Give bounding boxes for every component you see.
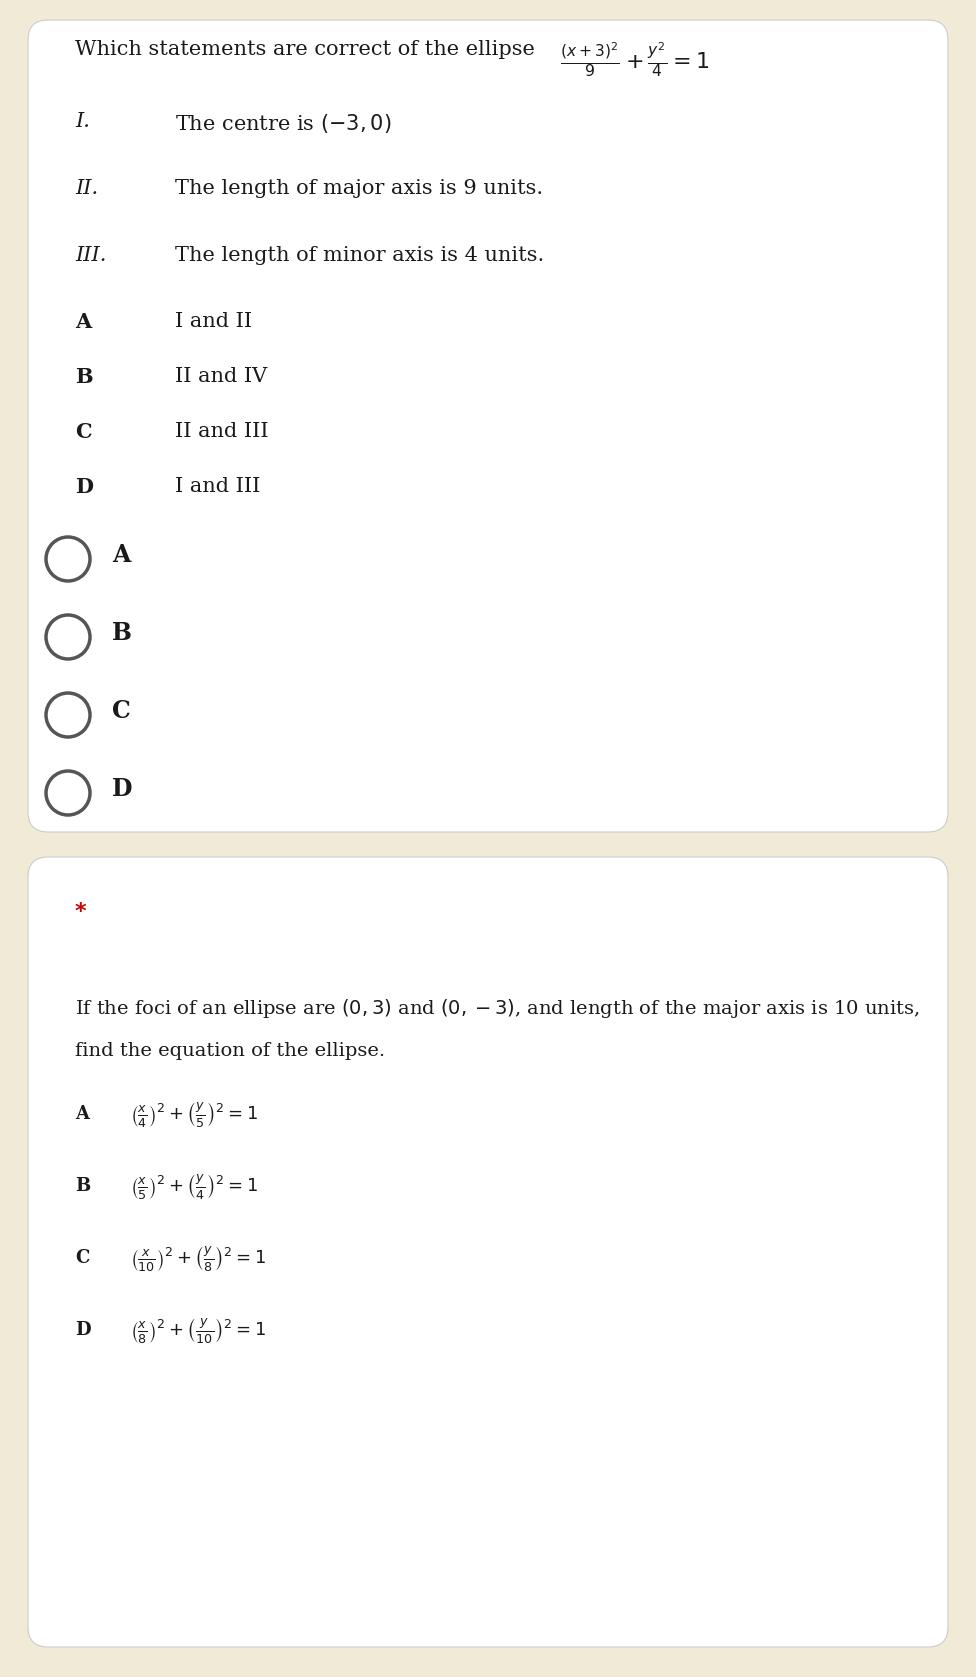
Text: The length of major axis is 9 units.: The length of major axis is 9 units.	[175, 179, 543, 198]
Text: Which statements are correct of the ellipse: Which statements are correct of the elli…	[75, 40, 535, 59]
Text: A: A	[75, 1105, 89, 1124]
Text: I and II: I and II	[175, 312, 252, 330]
Text: D: D	[112, 776, 133, 802]
Text: D: D	[75, 476, 93, 496]
FancyBboxPatch shape	[28, 20, 948, 832]
Text: II and IV: II and IV	[175, 367, 267, 386]
Text: $\left(\frac{x}{4}\right)^2+\left(\frac{y}{5}\right)^2=1$: $\left(\frac{x}{4}\right)^2+\left(\frac{…	[130, 1102, 258, 1130]
Text: A: A	[112, 543, 131, 567]
Text: II.: II.	[75, 179, 99, 198]
Text: I and III: I and III	[175, 476, 261, 496]
FancyBboxPatch shape	[28, 857, 948, 1647]
Text: The centre is $(-3,0)$: The centre is $(-3,0)$	[175, 112, 391, 136]
Text: If the foci of an ellipse are $(0,3)$ and $(0,-3)$, and length of the major axis: If the foci of an ellipse are $(0,3)$ an…	[75, 998, 919, 1020]
Text: C: C	[112, 699, 131, 723]
Text: $\left(\frac{x}{10}\right)^2+\left(\frac{y}{8}\right)^2=1$: $\left(\frac{x}{10}\right)^2+\left(\frac…	[130, 1244, 265, 1275]
Text: III.: III.	[75, 247, 106, 265]
Text: II and III: II and III	[175, 423, 268, 441]
Text: C: C	[75, 423, 92, 443]
Text: $\left(\frac{x}{5}\right)^2+\left(\frac{y}{4}\right)^2=1$: $\left(\frac{x}{5}\right)^2+\left(\frac{…	[130, 1172, 258, 1202]
Text: B: B	[75, 1177, 90, 1196]
Text: B: B	[112, 620, 132, 646]
Text: The length of minor axis is 4 units.: The length of minor axis is 4 units.	[175, 247, 545, 265]
Text: *: *	[75, 902, 87, 922]
Text: find the equation of the ellipse.: find the equation of the ellipse.	[75, 1041, 386, 1060]
Text: C: C	[75, 1249, 90, 1268]
Text: $\left(\frac{x}{8}\right)^2+\left(\frac{y}{10}\right)^2=1$: $\left(\frac{x}{8}\right)^2+\left(\frac{…	[130, 1316, 265, 1347]
Text: $\frac{(x+3)^2}{9}+\frac{y^2}{4}=1$: $\frac{(x+3)^2}{9}+\frac{y^2}{4}=1$	[560, 40, 710, 79]
Text: A: A	[75, 312, 91, 332]
Text: B: B	[75, 367, 93, 387]
Text: I.: I.	[75, 112, 90, 131]
Text: D: D	[75, 1321, 91, 1338]
